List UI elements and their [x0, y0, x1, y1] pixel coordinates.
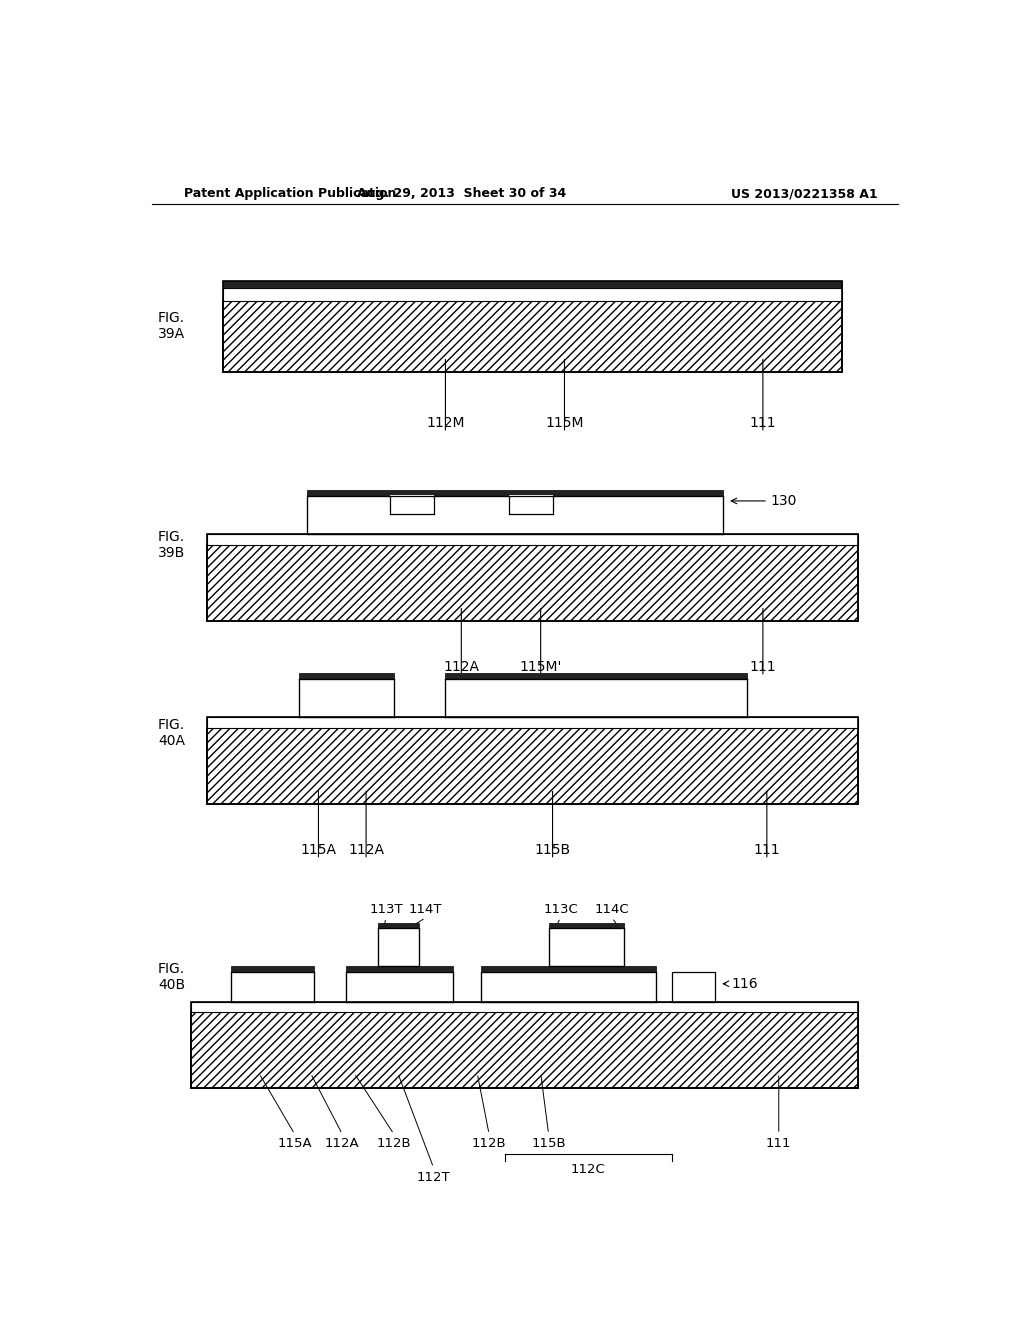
Bar: [346, 972, 454, 1002]
Text: 111: 111: [766, 1138, 792, 1150]
Bar: [207, 545, 858, 620]
Bar: [191, 1002, 858, 1012]
Text: FIG.
40A: FIG. 40A: [158, 718, 185, 747]
Bar: [306, 490, 723, 496]
Bar: [231, 972, 314, 1002]
Text: 112T: 112T: [417, 1171, 451, 1184]
Bar: [346, 966, 454, 972]
Bar: [445, 673, 748, 678]
Bar: [191, 1012, 858, 1089]
Text: 114C: 114C: [595, 903, 630, 916]
Text: 115A: 115A: [278, 1138, 312, 1150]
Bar: [672, 972, 716, 1002]
Text: 112B: 112B: [472, 1138, 507, 1150]
Bar: [223, 289, 842, 301]
Text: FIG.
39B: FIG. 39B: [158, 529, 185, 560]
Bar: [223, 281, 842, 372]
Bar: [481, 966, 655, 972]
Bar: [481, 972, 655, 1002]
Text: 112C: 112C: [571, 1163, 605, 1176]
Text: 115M: 115M: [545, 416, 584, 430]
Bar: [191, 1002, 858, 1089]
Text: 115M': 115M': [519, 660, 562, 673]
Text: 114T: 114T: [409, 903, 442, 916]
Text: 112A: 112A: [348, 842, 384, 857]
Text: 112A: 112A: [443, 660, 479, 673]
Text: Aug. 29, 2013  Sheet 30 of 34: Aug. 29, 2013 Sheet 30 of 34: [356, 187, 566, 201]
Bar: [207, 535, 858, 545]
Bar: [207, 535, 858, 620]
Bar: [549, 928, 624, 966]
Bar: [299, 673, 394, 678]
Text: 115A: 115A: [300, 842, 337, 857]
Text: 111: 111: [750, 660, 776, 673]
Bar: [223, 301, 842, 372]
Bar: [378, 923, 419, 928]
Bar: [306, 496, 723, 535]
Bar: [390, 495, 433, 515]
Text: 112B: 112B: [377, 1138, 412, 1150]
Text: 113C: 113C: [543, 903, 578, 916]
Text: 115B: 115B: [531, 1138, 566, 1150]
Text: Patent Application Publication: Patent Application Publication: [183, 187, 396, 201]
Bar: [207, 727, 858, 804]
Bar: [549, 923, 624, 928]
Text: 111: 111: [754, 842, 780, 857]
Bar: [445, 678, 748, 718]
Bar: [223, 281, 842, 289]
Text: 130: 130: [731, 494, 798, 508]
Text: 113T: 113T: [369, 903, 402, 916]
Text: FIG.
40B: FIG. 40B: [158, 961, 185, 991]
Text: 116: 116: [723, 977, 758, 991]
Text: FIG.
39A: FIG. 39A: [158, 312, 185, 341]
Bar: [207, 718, 858, 804]
Bar: [207, 718, 858, 727]
Bar: [231, 966, 314, 972]
Bar: [378, 928, 419, 966]
Bar: [299, 678, 394, 718]
Bar: [509, 495, 553, 515]
Text: 112A: 112A: [325, 1138, 359, 1150]
Text: 115B: 115B: [535, 842, 570, 857]
Text: 112M: 112M: [426, 416, 465, 430]
Text: US 2013/0221358 A1: US 2013/0221358 A1: [731, 187, 878, 201]
Text: 111: 111: [750, 416, 776, 430]
